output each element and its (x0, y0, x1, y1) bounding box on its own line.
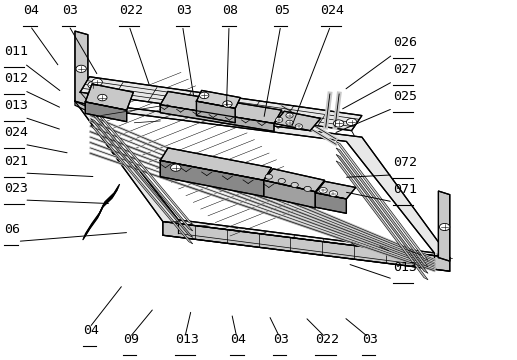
Text: 03: 03 (176, 4, 192, 17)
Text: 011: 011 (4, 45, 28, 58)
Circle shape (88, 81, 98, 89)
Circle shape (76, 65, 86, 72)
Polygon shape (75, 101, 450, 257)
Text: 025: 025 (393, 90, 417, 103)
Circle shape (291, 183, 298, 188)
Circle shape (223, 101, 232, 107)
Polygon shape (160, 161, 264, 197)
Polygon shape (85, 102, 127, 122)
Circle shape (319, 188, 327, 193)
Text: 05: 05 (274, 4, 290, 17)
Polygon shape (315, 193, 346, 213)
Polygon shape (336, 148, 428, 267)
Text: 04: 04 (230, 333, 246, 346)
Text: 03: 03 (62, 4, 78, 17)
Polygon shape (85, 84, 133, 110)
Polygon shape (90, 112, 193, 231)
Polygon shape (75, 31, 88, 105)
Polygon shape (160, 91, 282, 123)
Text: 013: 013 (175, 333, 199, 346)
Circle shape (333, 120, 344, 127)
Circle shape (276, 117, 283, 122)
Circle shape (278, 179, 285, 184)
Circle shape (286, 113, 293, 118)
Circle shape (295, 124, 302, 129)
Text: 013: 013 (393, 261, 417, 274)
Text: 04: 04 (83, 324, 99, 337)
Text: 024: 024 (4, 126, 28, 139)
Circle shape (329, 191, 338, 197)
Text: 022: 022 (119, 4, 143, 17)
Circle shape (171, 164, 181, 171)
Text: 023: 023 (4, 182, 28, 195)
Text: 09: 09 (123, 333, 139, 346)
Polygon shape (163, 222, 450, 271)
Polygon shape (315, 181, 356, 199)
Polygon shape (160, 105, 274, 131)
Polygon shape (336, 154, 428, 273)
Polygon shape (196, 90, 240, 108)
Polygon shape (75, 101, 90, 112)
Polygon shape (336, 161, 428, 280)
Text: 08: 08 (222, 4, 238, 17)
Text: 027: 027 (393, 63, 417, 76)
Circle shape (98, 94, 107, 101)
Circle shape (265, 174, 272, 179)
Text: 012: 012 (4, 72, 28, 85)
Polygon shape (438, 191, 450, 261)
Text: 03: 03 (273, 333, 289, 346)
Text: 013: 013 (4, 99, 28, 112)
Text: 04: 04 (23, 4, 39, 17)
Text: 022: 022 (315, 333, 339, 346)
Polygon shape (196, 101, 235, 123)
Text: 026: 026 (393, 36, 417, 49)
Circle shape (286, 120, 293, 125)
Text: 03: 03 (362, 333, 378, 346)
Polygon shape (90, 105, 193, 225)
Polygon shape (264, 180, 315, 208)
Polygon shape (90, 118, 193, 237)
Circle shape (439, 224, 450, 231)
Circle shape (200, 92, 209, 99)
Circle shape (346, 118, 357, 126)
Polygon shape (264, 169, 325, 192)
Circle shape (92, 78, 102, 86)
Polygon shape (274, 111, 321, 131)
Text: 072: 072 (393, 157, 417, 170)
Polygon shape (80, 77, 362, 131)
Circle shape (304, 186, 311, 192)
Polygon shape (90, 125, 193, 244)
Polygon shape (336, 141, 428, 260)
Text: 024: 024 (321, 4, 344, 17)
Polygon shape (90, 108, 434, 253)
Text: 021: 021 (4, 155, 28, 168)
Text: 071: 071 (393, 184, 417, 197)
Text: 06: 06 (4, 223, 20, 236)
Polygon shape (160, 148, 271, 180)
